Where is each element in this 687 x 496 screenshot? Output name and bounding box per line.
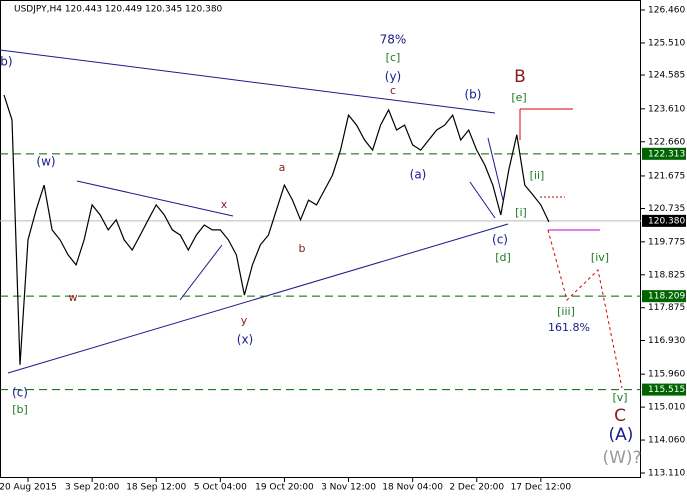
- x-tick-label: 3 Sep 20:00: [65, 483, 120, 493]
- annotation: a: [279, 161, 286, 174]
- annotation: [b]: [12, 403, 28, 416]
- annotation: [c]: [386, 51, 401, 64]
- y-tick-label: 115.010: [648, 403, 685, 413]
- annotation: x: [221, 198, 228, 211]
- trend-line: [76, 180, 234, 217]
- y-tick-label: 117.875: [648, 303, 685, 313]
- annotation: (a): [410, 168, 427, 182]
- trend-line: [469, 181, 496, 219]
- wave-lines: [0, 49, 641, 391]
- current-price-box: [642, 214, 686, 227]
- annotation: B: [514, 67, 526, 87]
- annotation: 161.8%: [548, 321, 590, 334]
- x-tick-label: 18 Sep 12:00: [126, 483, 186, 493]
- trend-line: [487, 137, 504, 201]
- trend-line: [179, 244, 223, 301]
- projection: [547, 229, 623, 389]
- y-tick-label: 125.510: [648, 38, 685, 48]
- annotation: (y): [385, 70, 401, 84]
- x-tick-label: 3 Nov 12:00: [321, 483, 376, 493]
- annotation: [ii]: [530, 169, 545, 182]
- x-tick-label: 18 Nov 04:00: [382, 483, 443, 493]
- trend-line: [0, 49, 496, 114]
- annotation: [iii]: [557, 305, 575, 318]
- level-box: [642, 147, 686, 160]
- plot-area: [0, 0, 641, 478]
- annotation: (b): [0, 55, 12, 69]
- annotation: (x): [237, 333, 253, 347]
- current-price-label: 120.380: [648, 216, 685, 226]
- y-tick-label: 114.060: [648, 436, 685, 446]
- chart-title: USDJPY,H4 120.443 120.449 120.345 120.38…: [14, 5, 223, 15]
- x-tick-label: 19 Oct 20:00: [255, 483, 314, 493]
- y-tick-label: 124.585: [648, 71, 685, 81]
- annotation: y: [241, 314, 248, 327]
- annotation: b: [299, 242, 306, 255]
- y-tick-label: 123.610: [648, 104, 685, 114]
- y-tick-label: 126.460: [648, 5, 685, 15]
- annotation: C: [614, 406, 626, 426]
- level-box: [642, 383, 686, 396]
- annotation: [i]: [515, 206, 527, 219]
- annotation: 78%: [380, 33, 407, 47]
- annotation: (A): [609, 425, 634, 445]
- x-tick-label: 2 Dec 20:00: [449, 483, 504, 493]
- annotation: (b): [465, 88, 482, 102]
- annotations: (b) (w) x w y (x) (c) [b] a b 78% [c] (y…: [0, 33, 642, 469]
- annotation: w: [69, 291, 78, 304]
- x-tick-label: 20 Aug 2015: [0, 483, 57, 493]
- annotation: (c): [12, 386, 28, 400]
- y-tick-label: 121.675: [648, 171, 685, 181]
- annotation: [e]: [511, 91, 526, 104]
- trend-line: [7, 223, 509, 374]
- annotation: [d]: [495, 251, 511, 264]
- price-line: [3, 94, 550, 365]
- level-label: 115.515: [648, 385, 685, 395]
- y-tick-label: 115.960: [648, 370, 685, 380]
- y-tick-label: 113.110: [648, 469, 685, 479]
- level-label: 118.209: [648, 292, 685, 302]
- y-tick-label: 120.735: [648, 204, 685, 214]
- level-label: 122.313: [648, 149, 685, 159]
- y-tick-label: 119.775: [648, 237, 685, 247]
- annotation: (c): [492, 233, 508, 247]
- y-tick-label: 118.825: [648, 270, 685, 280]
- annotation: (W)?: [602, 448, 641, 468]
- x-tick-label: 5 Oct 04:00: [194, 483, 247, 493]
- annotation: [iv]: [591, 251, 609, 264]
- y-tick-label: 116.930: [648, 336, 685, 346]
- x-tick-label: 17 Dec 12:00: [511, 483, 572, 493]
- annotation: c: [390, 84, 396, 97]
- annotation: (w): [36, 155, 55, 169]
- level-box: [642, 290, 686, 303]
- y-tick-label: 122.660: [648, 137, 685, 147]
- annotation: [v]: [612, 391, 627, 404]
